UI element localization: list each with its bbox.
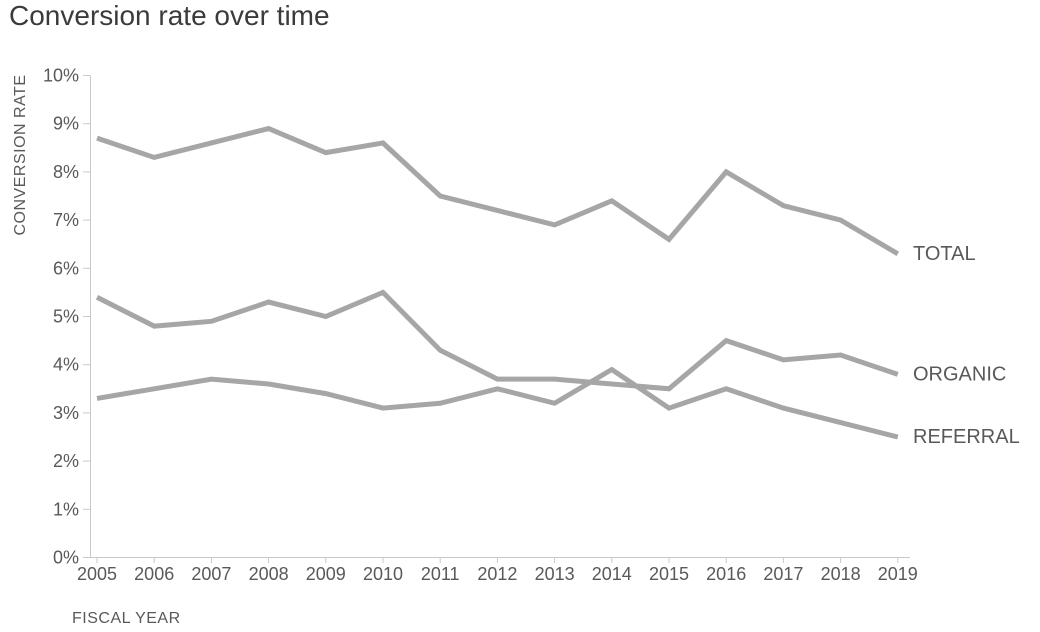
y-tick-label: 8% [53, 162, 79, 182]
x-tick-label: 2007 [191, 564, 231, 584]
x-tick-label: 2008 [249, 564, 289, 584]
y-tick-label: 4% [53, 355, 79, 375]
x-tick-label: 2018 [821, 564, 861, 584]
y-tick-label: 0% [53, 548, 79, 568]
x-tick-label: 2015 [649, 564, 689, 584]
series-line-total [96, 125, 900, 256]
chart-title: Conversion rate over time [9, 0, 330, 31]
x-tick-label: 2012 [477, 564, 517, 584]
y-tick-label: 1% [53, 499, 79, 519]
y-tick-label: 9% [53, 114, 79, 134]
y-tick-label: 2% [53, 451, 79, 471]
x-tick-label: 2005 [77, 564, 117, 584]
x-tick-label: 2019 [878, 564, 918, 584]
series-label-referral: REFERRAL [913, 426, 1020, 448]
y-tick-label: 3% [53, 403, 79, 423]
x-tick-label: 2009 [306, 564, 346, 584]
x-axis-title: FISCAL YEAR [72, 610, 181, 627]
x-tick-label: 2017 [763, 564, 803, 584]
y-tick-label: 6% [53, 258, 79, 278]
x-tick-label: 2013 [535, 564, 575, 584]
x-tick-label: 2016 [706, 564, 746, 584]
series-label-total: TOTAL [913, 243, 976, 265]
x-tick-label: 2010 [363, 564, 403, 584]
series-label-organic: ORGANIC [913, 363, 1006, 385]
x-tick-label: 2006 [134, 564, 174, 584]
x-tick-label: 2014 [592, 564, 632, 584]
series-line-referral [96, 366, 899, 440]
x-tick-label: 2011 [421, 564, 460, 584]
y-tick-label: 7% [53, 210, 79, 230]
y-tick-label: 5% [53, 307, 79, 327]
y-tick-label: 10% [43, 66, 79, 86]
series-line-organic [95, 289, 899, 392]
